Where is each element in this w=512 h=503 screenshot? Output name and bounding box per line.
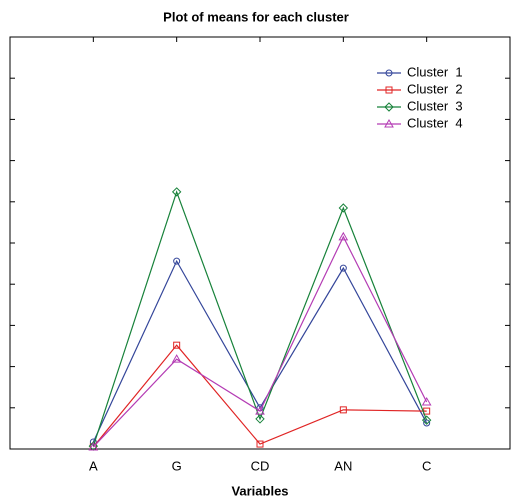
marker	[256, 440, 264, 448]
legend-box	[375, 63, 481, 141]
marker	[421, 415, 432, 425]
marker	[255, 406, 265, 415]
marker	[421, 397, 432, 406]
marker	[385, 86, 393, 94]
legend-label: Cluster 1	[407, 64, 463, 79]
legend-label: Cluster 2	[407, 81, 463, 96]
marker	[171, 187, 182, 197]
marker	[88, 441, 99, 451]
marker	[385, 69, 393, 77]
x-tick-label: A	[89, 458, 98, 473]
x-axis-label: Variables	[231, 483, 288, 498]
marker	[339, 406, 347, 414]
marker	[173, 341, 181, 349]
marker	[171, 354, 182, 363]
marker	[255, 414, 265, 424]
series-line	[92, 344, 427, 448]
marker	[338, 203, 349, 213]
x-tick-label: CD	[251, 458, 270, 473]
marker	[173, 257, 181, 265]
marker	[339, 264, 347, 272]
chart-title: Plot of means for each cluster	[163, 9, 349, 24]
x-tick-label: AN	[334, 458, 352, 473]
series-line	[92, 190, 428, 447]
legend-label: Cluster 3	[407, 98, 463, 113]
x-tick-label: G	[172, 458, 182, 473]
marker	[384, 118, 394, 128]
legend-label: Cluster 4	[407, 115, 463, 130]
series-line	[92, 235, 428, 448]
marker	[384, 102, 394, 112]
marker	[338, 231, 349, 241]
x-tick-label: C	[422, 458, 431, 473]
